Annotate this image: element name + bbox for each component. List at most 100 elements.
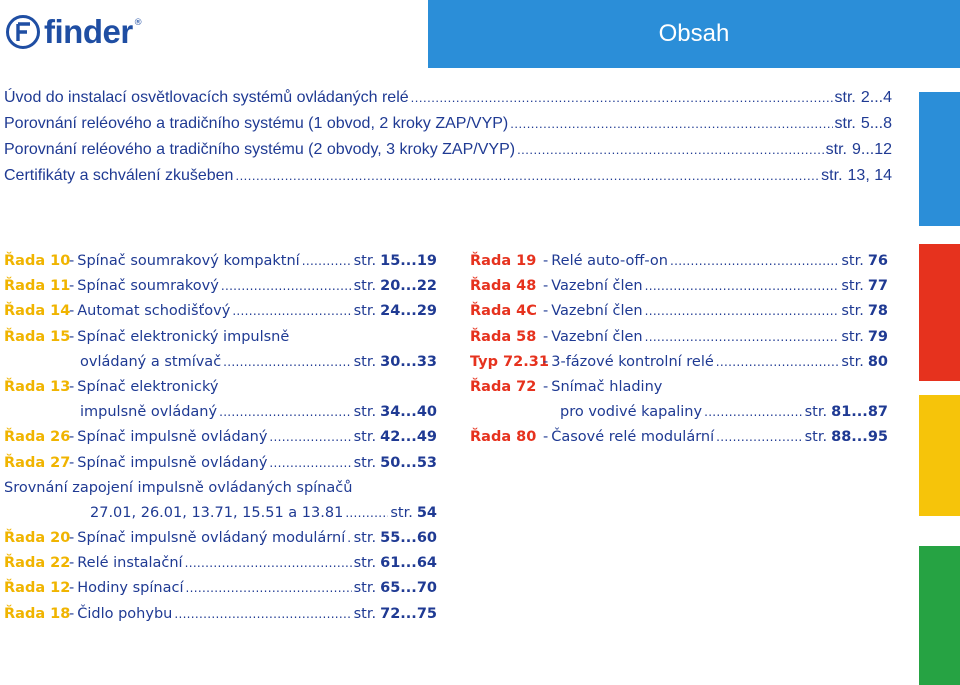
dot-leader: [645, 329, 840, 345]
series-toc-left: Řada 10-Spínač soumrakový kompaktnístr.1…: [4, 253, 437, 631]
dot-leader: [517, 141, 824, 159]
toc-entry: Řada 15- Spínač elektronický impulsně: [4, 329, 437, 354]
dot-leader: [302, 253, 352, 269]
series-description: pro vodivé kapaliny: [560, 404, 703, 421]
page-prefix: str.: [353, 303, 377, 320]
page-prefix: str.: [834, 115, 856, 132]
series-code: Řada 48: [470, 278, 537, 295]
page-number: 2...4: [860, 89, 892, 106]
toc-entry[interactable]: Řada 12-Hodiny spínací str.65...70: [4, 580, 437, 605]
page-number: 13, 14: [847, 167, 892, 184]
page-prefix: str.: [804, 429, 828, 446]
separator: -: [69, 429, 75, 446]
series-description: 3-fázové kontrolní relé: [551, 353, 714, 370]
page-number: 5...8: [860, 115, 892, 132]
intro-toc: Úvod do instalací osvětlovacích systémů …: [4, 89, 892, 193]
toc-entry[interactable]: Porovnání reléového a tradičního systému…: [4, 115, 892, 141]
page-number: 24...29: [380, 303, 437, 320]
page-number: 9...12: [851, 141, 892, 158]
toc-entry[interactable]: ovládaný a stmívač str.30...33: [4, 354, 437, 379]
toc-entry[interactable]: Certifikáty a schválení zkušeben str.13, …: [4, 167, 892, 193]
separator: -: [543, 353, 549, 370]
series-description: Hodiny spínací: [77, 580, 184, 597]
series-code: Řada 58: [470, 328, 537, 345]
page-number: 79: [867, 328, 888, 345]
page-prefix: str.: [390, 504, 413, 521]
toc-entry[interactable]: Porovnání reléového a tradičního systému…: [4, 141, 892, 167]
toc-entry[interactable]: pro vodivé kapaliny str.81...87: [470, 404, 888, 429]
toc-entry[interactable]: Řada 26-Spínač impulsně ovládaný str.42..…: [4, 429, 437, 454]
toc-entry[interactable]: Řada 58-Vazební člen str.79: [470, 329, 888, 354]
page-prefix: str.: [353, 605, 377, 622]
page-prefix: str.: [825, 141, 847, 158]
toc-entry[interactable]: impulsně ovládaný str.34...40: [4, 404, 437, 429]
toc-entry[interactable]: Řada 14-Automat schodišťový str.24...29: [4, 303, 437, 328]
page-number: 34...40: [380, 404, 437, 421]
section-tab-yellow: [919, 395, 960, 516]
toc-entry[interactable]: Řada 11-Spínač soumrakový str.20...22: [4, 278, 437, 303]
dot-leader: [716, 429, 802, 445]
page-number: 15...19: [380, 253, 437, 269]
separator: -: [69, 605, 75, 622]
series-code: Řada 11: [4, 278, 71, 295]
toc-entry[interactable]: Řada 27-Spínač impulsně ovládaný str.50..…: [4, 455, 437, 480]
section-tab-green: [919, 546, 960, 685]
series-code: Řada 15: [4, 328, 71, 345]
page-number: 54: [416, 504, 437, 521]
series-description: Srovnání zapojení impulsně ovládaných sp…: [4, 479, 353, 496]
separator: -: [69, 580, 75, 597]
series-description: Spínač impulsně ovládaný: [77, 454, 268, 471]
series-description: Snímač hladiny: [551, 378, 663, 395]
toc-entry[interactable]: Řada 18-Čidlo pohybu str.72...75: [4, 606, 437, 631]
series-description: Vazební člen: [551, 278, 643, 295]
toc-entry[interactable]: 27.01, 26.01, 13.71, 15.51 a 13.81 str.54: [4, 505, 437, 530]
series-code: Řada 13: [4, 378, 71, 395]
toc-entry-title: Porovnání reléového a tradičního systému…: [4, 141, 516, 158]
dot-leader: [219, 404, 352, 420]
toc-entry[interactable]: Řada 48-Vazební člen str.77: [470, 278, 888, 303]
dot-leader: [347, 530, 351, 546]
separator: -: [69, 454, 75, 471]
toc-entry-title: Certifikáty a schválení zkušeben: [4, 167, 234, 184]
toc-entry: Řada 72- Snímač hladiny: [470, 379, 888, 404]
dot-leader: [670, 253, 839, 269]
series-description: impulsně ovládaný: [80, 404, 218, 421]
separator: -: [69, 378, 75, 395]
series-description: Spínač elektronický: [77, 378, 219, 395]
separator: -: [543, 303, 549, 320]
page-prefix: str.: [353, 530, 377, 547]
series-code: Řada 22: [4, 555, 71, 572]
toc-entry[interactable]: Řada 10-Spínač soumrakový kompaktní str.1…: [4, 253, 437, 278]
series-description: Čidlo pohybu: [77, 605, 173, 622]
series-description: Spínač soumrakový kompaktní: [77, 253, 300, 269]
page-prefix: str.: [353, 429, 377, 446]
page-number: 77: [867, 278, 888, 295]
toc-entry-title: Úvod do instalací osvětlovacích systémů …: [4, 89, 409, 106]
separator: -: [69, 555, 75, 572]
toc-entry[interactable]: Úvod do instalací osvětlovacích systémů …: [4, 89, 892, 115]
toc-entry[interactable]: Řada 80-Časové relé modulární str.88...95: [470, 429, 888, 454]
toc-entry[interactable]: Typ 72.31-3-fázové kontrolní relé str.80: [470, 354, 888, 379]
series-code: Řada 20: [4, 530, 71, 547]
toc-entry[interactable]: Řada 4C-Vazební člen str.78: [470, 303, 888, 328]
page-prefix: str.: [841, 353, 864, 370]
series-description: Vazební člen: [551, 303, 643, 320]
separator: -: [543, 328, 549, 345]
page-title: Obsah: [658, 20, 730, 47]
toc-entry[interactable]: Řada 19-Relé auto-off-on str.76: [470, 253, 888, 278]
finder-logo-icon: [6, 15, 40, 49]
dot-leader: [411, 89, 833, 107]
series-description: 27.01, 26.01, 13.71, 15.51 a 13.81: [90, 504, 344, 521]
series-code: Řada 19: [470, 253, 537, 269]
dot-leader: [185, 555, 352, 571]
page-prefix: str.: [841, 303, 864, 320]
page-prefix: str.: [353, 454, 377, 471]
page-prefix: str.: [353, 555, 377, 572]
series-description: Spínač impulsně ovládaný modulární: [77, 530, 346, 547]
finder-logo: finder ®: [6, 10, 143, 54]
toc-entry[interactable]: Řada 20- Spínač impulsně ovládaný modulár…: [4, 530, 437, 555]
page-number: 61...64: [380, 555, 437, 572]
toc-entry[interactable]: Řada 22-Relé instalační str.61...64: [4, 555, 437, 580]
page-number: 80: [867, 353, 888, 370]
series-description: Časové relé modulární: [551, 429, 715, 446]
